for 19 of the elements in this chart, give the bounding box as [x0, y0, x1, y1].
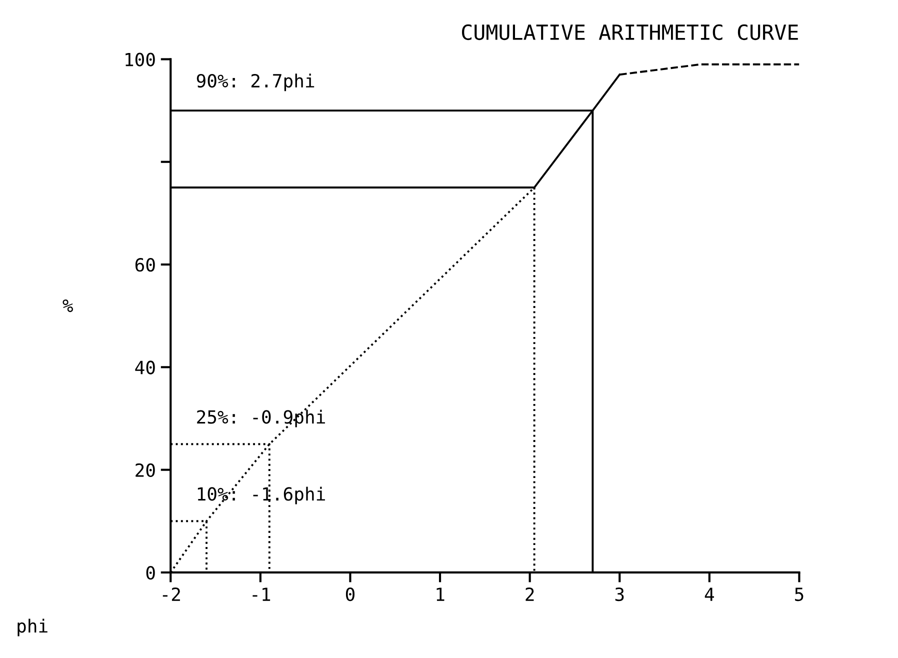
annotation: 25%: -0.9phi	[197, 410, 325, 428]
annotation: 90%: 2.7phi	[196, 74, 314, 92]
y-tick-label: 0	[146, 566, 155, 580]
y-axis-title: %	[62, 299, 74, 312]
y-tick-label: 100	[126, 52, 155, 66]
x-tick-label: -2	[162, 587, 180, 601]
x-tick-label: 4	[704, 588, 714, 601]
x-tick-label: 2	[526, 587, 534, 601]
y-tick-label: 20	[136, 463, 155, 477]
x-axis-title: phi	[18, 618, 48, 636]
y-tick-label: 60	[135, 258, 155, 272]
x-tick-label: 1	[436, 588, 444, 601]
y-tick-label: 40	[135, 360, 155, 374]
x-tick-label: 3	[615, 587, 624, 602]
x-tick-label: 0	[346, 587, 354, 602]
chart-title: CUMULATIVE ARITHMETIC CURVE	[462, 24, 798, 40]
x-tick-label: -1	[252, 588, 270, 601]
annotation: 10%: -1.6phi	[198, 486, 325, 504]
x-tick-label: 5	[795, 588, 804, 602]
